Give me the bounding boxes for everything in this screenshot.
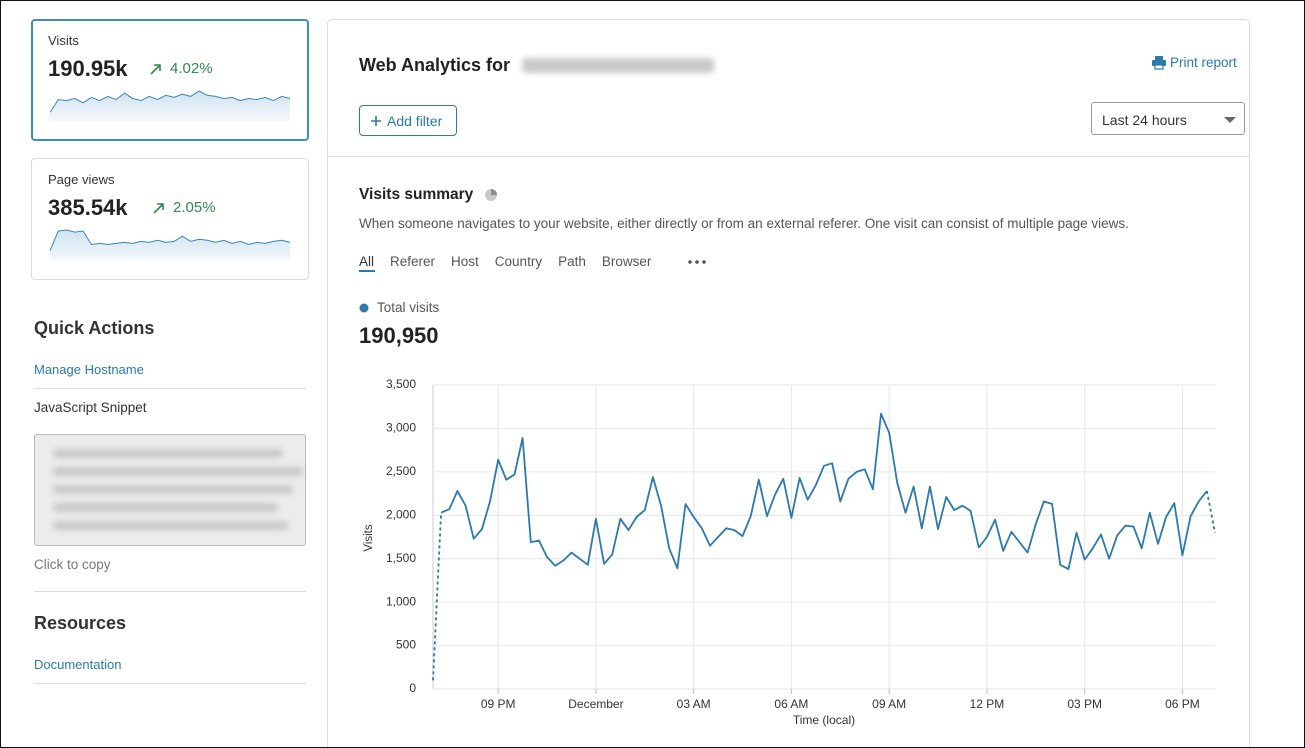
section-title: Resources [34,613,127,633]
line-edge [1206,490,1216,533]
sparkline-area [50,230,290,260]
pageviews-card[interactable] [31,158,309,280]
tabs: All Referer Host Country Path Browser [359,254,651,269]
x-tick-label: 09 PM [481,697,516,711]
divider [34,683,306,684]
y-tick-label: 0 [409,681,416,695]
add-filter-button[interactable] [359,105,457,136]
y-tick-label: 1,000 [386,594,416,608]
copy-hint: Click to copy [34,557,111,572]
y-tick-label: 1,500 [386,551,416,565]
tab[interactable]: All [359,254,375,269]
up-arrow-icon [150,64,161,75]
sparkline [49,229,291,251]
x-tick-label: 06 AM [774,697,808,711]
blurred-domain [522,58,714,73]
snippet-box[interactable] [34,434,306,546]
up-arrow-icon [153,203,164,214]
card-value: 190.95k [48,56,128,81]
card-label: Page views [48,172,115,187]
y-tick-label: 500 [396,638,416,652]
pie-icon [485,189,497,201]
dropdown-caret [1224,117,1236,123]
x-tick-label: 03 AM [677,697,711,711]
tab[interactable]: Path [558,254,586,269]
time-range-select[interactable] [1091,102,1245,135]
printer-icon [1152,56,1166,70]
card-change: 2.05% [173,199,216,216]
description: When someone navigates to your website, … [359,216,1129,231]
tab[interactable]: Country [494,254,543,269]
page-title: Web Analytics for [359,55,511,75]
x-tick-label: 06 PM [1165,697,1200,711]
card-change: 4.02% [170,60,213,77]
snippet-title: JavaScript Snippet [34,400,147,415]
y-tick-label: 3,000 [386,421,416,435]
sparkline-area [50,91,290,121]
more-tabs-icon[interactable] [688,260,706,264]
card-label: Visits [48,33,79,48]
legend-label: Total visits [377,300,440,315]
tab[interactable]: Referer [390,254,436,269]
legend-dot [359,303,369,313]
print-report[interactable]: Print report [1170,55,1237,70]
tab[interactable]: Host [451,254,479,269]
divider [34,388,306,389]
tab[interactable]: Browser [601,254,652,269]
card-value: 385.54k [48,195,128,220]
divider [328,156,1249,157]
x-tick-label: 12 PM [970,697,1005,711]
y-tick-label: 2,000 [386,507,416,521]
x-tick-label: 09 AM [872,697,906,711]
time-range-label: Last 24 hours [1102,112,1187,128]
y-tick-label: 3,500 [386,377,416,391]
x-tick-label: 03 PM [1067,697,1102,711]
main-panel [327,19,1250,747]
link[interactable]: Documentation [34,657,122,672]
plus-icon [371,116,381,126]
line-edge [432,512,442,681]
y-tick-label: 2,500 [386,464,416,478]
x-axis-label: Time (local) [793,713,855,727]
add-filter-label: Add filter [387,113,443,129]
section-title: Visits summary [359,186,474,203]
link[interactable]: Manage Hostname [34,362,144,377]
section-title: Quick Actions [34,318,155,338]
line [440,412,1208,570]
total-value: 190,950 [359,323,439,348]
x-tick-label: December [568,697,623,711]
sparkline [49,90,291,113]
y-axis-label: Visits [363,524,375,552]
divider [34,591,306,592]
visits-card[interactable] [31,19,309,141]
